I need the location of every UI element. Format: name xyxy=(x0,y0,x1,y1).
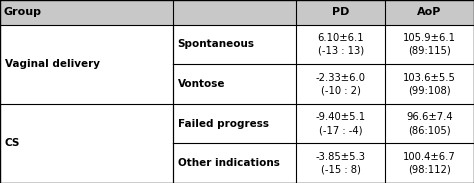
Text: Other indications: Other indications xyxy=(178,158,280,168)
Text: Failed progress: Failed progress xyxy=(178,119,269,129)
Text: AoP: AoP xyxy=(418,7,442,17)
Text: 100.4±6.7
(98:112): 100.4±6.7 (98:112) xyxy=(403,152,456,175)
Text: Group: Group xyxy=(4,7,42,17)
Text: -3.85±5.3
(-15 : 8): -3.85±5.3 (-15 : 8) xyxy=(316,152,365,175)
Bar xyxy=(0,0,474,25)
Text: Spontaneous: Spontaneous xyxy=(178,40,255,49)
Bar xyxy=(0,25,474,183)
Text: 105.9±6.1
(89:115): 105.9±6.1 (89:115) xyxy=(403,33,456,56)
Text: 103.6±5.5
(99:108): 103.6±5.5 (99:108) xyxy=(403,73,456,96)
Text: -9.40±5.1
(-17 : -4): -9.40±5.1 (-17 : -4) xyxy=(316,112,366,135)
Text: Vontose: Vontose xyxy=(178,79,225,89)
Text: 6.10±6.1
(-13 : 13): 6.10±6.1 (-13 : 13) xyxy=(318,33,364,56)
Text: -2.33±6.0
(-10 : 2): -2.33±6.0 (-10 : 2) xyxy=(316,73,365,96)
Text: Vaginal delivery: Vaginal delivery xyxy=(5,59,100,69)
Text: 96.6±7.4
(86:105): 96.6±7.4 (86:105) xyxy=(406,112,453,135)
Text: CS: CS xyxy=(5,138,20,148)
Text: PD: PD xyxy=(332,7,349,17)
